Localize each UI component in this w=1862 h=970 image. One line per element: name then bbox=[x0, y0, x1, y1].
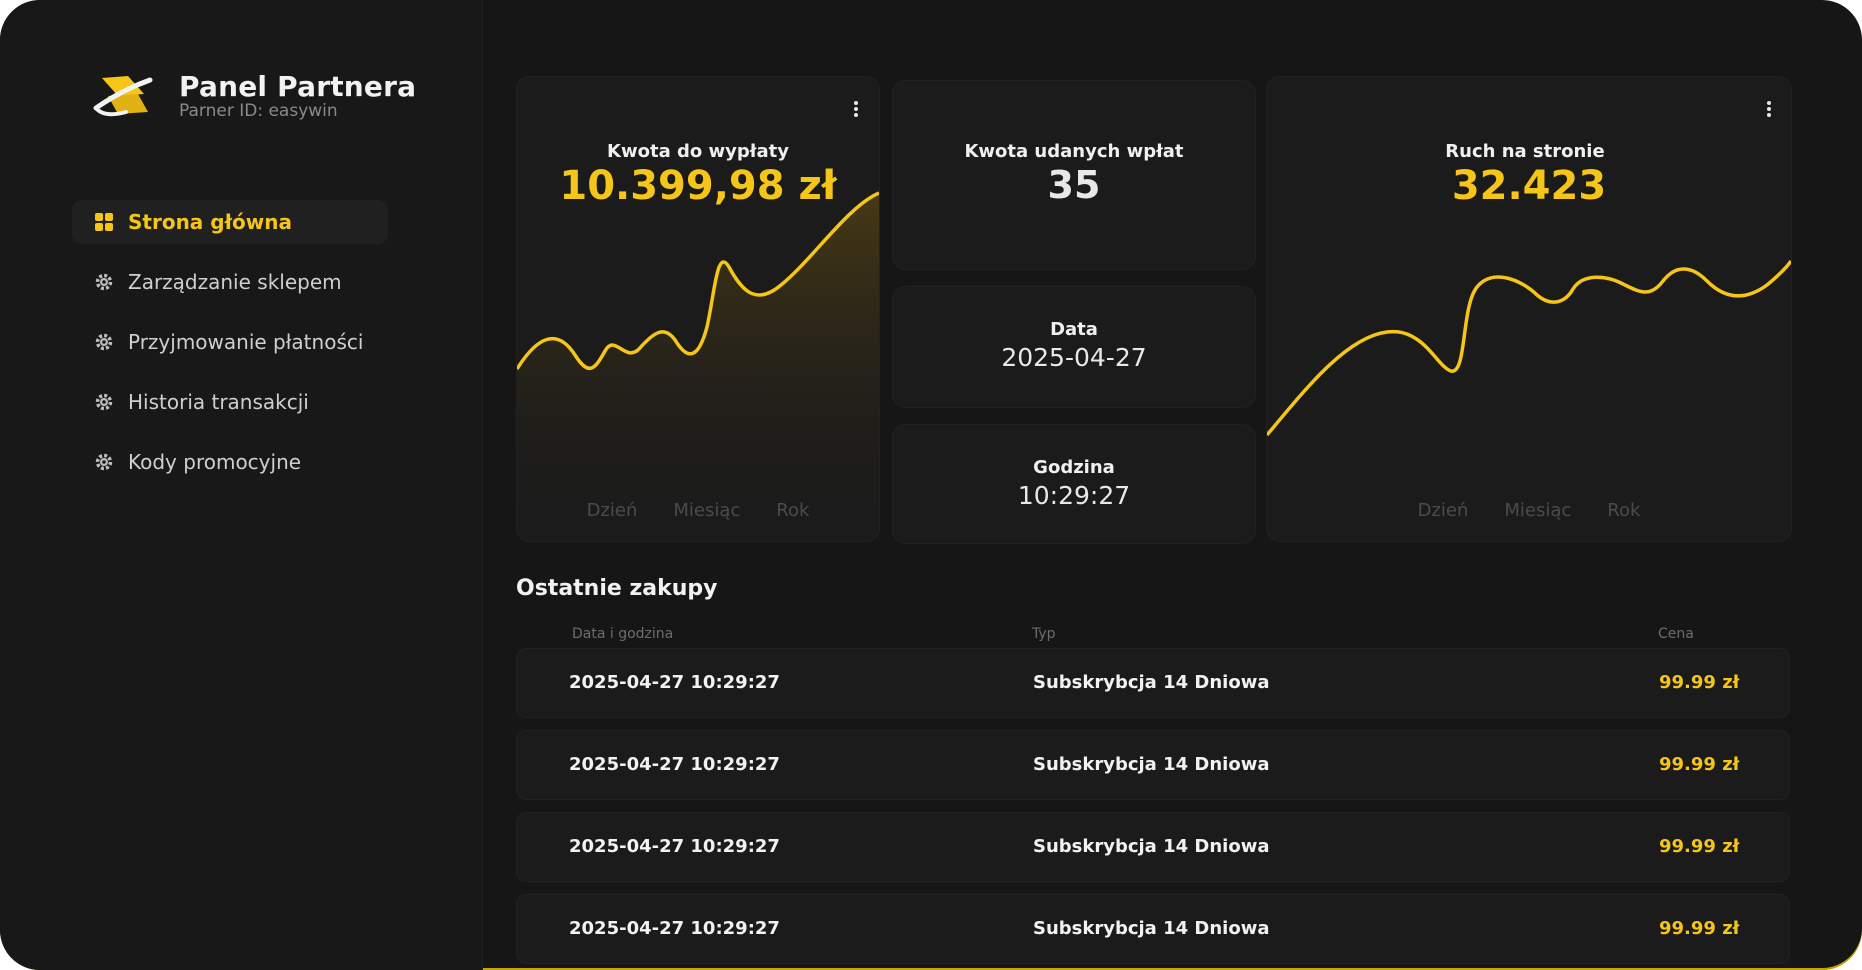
deposits-count: 35 bbox=[1047, 163, 1101, 207]
sidebar-item-label: Strona główna bbox=[128, 210, 292, 234]
tab-day[interactable]: Dzień bbox=[1417, 500, 1469, 521]
time-card: Godzina 10:29:27 bbox=[892, 424, 1256, 544]
cell-datetime: 2025-04-27 10:29:27 bbox=[569, 754, 780, 775]
tab-month[interactable]: Miesiąc bbox=[1504, 500, 1572, 521]
more-options-icon[interactable] bbox=[1766, 101, 1772, 121]
sidebar-nav: Strona główna Zarządzanie sklepem Przyjm… bbox=[72, 200, 388, 500]
sidebar-item-home[interactable]: Strona główna bbox=[72, 200, 388, 244]
card-title: Godzina bbox=[1033, 457, 1115, 478]
grid-icon bbox=[94, 212, 114, 232]
sidebar-item-payments[interactable]: Przyjmowanie płatności bbox=[72, 320, 388, 364]
traffic-card: Ruch na stronie 32.423 Dzień Miesiąc Rok bbox=[1266, 76, 1792, 542]
cell-type: Subskrybcja 14 Dniowa bbox=[1033, 918, 1270, 939]
card-title: Data bbox=[1050, 319, 1098, 340]
traffic-trend-graph bbox=[1267, 259, 1791, 437]
payout-amount: 10.399,98 zł bbox=[559, 163, 837, 209]
cell-type: Subskrybcja 14 Dniowa bbox=[1033, 672, 1270, 693]
card-title: Kwota udanych wpłat bbox=[964, 141, 1184, 162]
gear-icon bbox=[94, 392, 114, 412]
column-header-datetime: Data i godzina bbox=[572, 626, 674, 642]
table-row[interactable]: 2025-04-27 10:29:27 Subskrybcja 14 Dniow… bbox=[516, 812, 1790, 882]
cell-price: 99.99 zł bbox=[1659, 672, 1740, 693]
payout-card: Kwota do wypłaty 10.399,98 zł Dzień Mies… bbox=[516, 76, 880, 542]
gear-icon bbox=[94, 272, 114, 292]
sidebar-item-label: Zarządzanie sklepem bbox=[128, 270, 342, 294]
sidebar: Panel Partnera Parner ID: easywin Strona… bbox=[0, 0, 483, 970]
date-value: 2025-04-27 bbox=[1001, 343, 1147, 372]
gear-icon bbox=[94, 452, 114, 472]
cell-datetime: 2025-04-27 10:29:27 bbox=[569, 672, 780, 693]
date-card: Data 2025-04-27 bbox=[892, 286, 1256, 408]
brand-title: Panel Partnera bbox=[179, 70, 417, 103]
tab-day[interactable]: Dzień bbox=[586, 500, 638, 521]
sidebar-item-label: Przyjmowanie płatności bbox=[128, 330, 364, 354]
partner-id: Parner ID: easywin bbox=[179, 101, 338, 121]
more-options-icon[interactable] bbox=[853, 101, 859, 121]
table-row[interactable]: 2025-04-27 10:29:27 Subskrybcja 14 Dniow… bbox=[516, 730, 1790, 800]
section-title: Ostatnie zakupy bbox=[516, 576, 718, 601]
gear-icon bbox=[94, 332, 114, 352]
payout-trend-graph bbox=[517, 191, 879, 541]
cell-type: Subskrybcja 14 Dniowa bbox=[1033, 754, 1270, 775]
sidebar-item-label: Kody promocyjne bbox=[128, 450, 302, 474]
period-tabs: Dzień Miesiąc Rok bbox=[1267, 500, 1791, 521]
table-row[interactable]: 2025-04-27 10:29:27 Subskrybcja 14 Dniow… bbox=[516, 648, 1790, 718]
cell-price: 99.99 zł bbox=[1659, 754, 1740, 775]
tab-year[interactable]: Rok bbox=[776, 500, 810, 521]
time-value: 10:29:27 bbox=[1017, 481, 1131, 510]
cell-price: 99.99 zł bbox=[1659, 836, 1740, 857]
card-title: Kwota do wypłaty bbox=[607, 141, 789, 162]
brand-logo-icon bbox=[92, 72, 154, 124]
sidebar-item-history[interactable]: Historia transakcji bbox=[72, 380, 388, 424]
column-header-price: Cena bbox=[1658, 626, 1694, 642]
deposits-card: Kwota udanych wpłat 35 bbox=[892, 80, 1256, 270]
column-header-type: Typ bbox=[1032, 626, 1056, 642]
traffic-count: 32.423 bbox=[1451, 163, 1607, 209]
sidebar-item-store[interactable]: Zarządzanie sklepem bbox=[72, 260, 388, 304]
sidebar-item-label: Historia transakcji bbox=[128, 390, 309, 414]
table-row[interactable]: 2025-04-27 10:29:27 Subskrybcja 14 Dniow… bbox=[516, 894, 1790, 964]
cell-price: 99.99 zł bbox=[1659, 918, 1740, 939]
period-tabs: Dzień Miesiąc Rok bbox=[517, 500, 879, 521]
tab-month[interactable]: Miesiąc bbox=[673, 500, 741, 521]
sidebar-item-promo-codes[interactable]: Kody promocyjne bbox=[72, 440, 388, 484]
cell-type: Subskrybcja 14 Dniowa bbox=[1033, 836, 1270, 857]
tab-year[interactable]: Rok bbox=[1607, 500, 1641, 521]
card-title: Ruch na stronie bbox=[1445, 141, 1605, 162]
cell-datetime: 2025-04-27 10:29:27 bbox=[569, 836, 780, 857]
cell-datetime: 2025-04-27 10:29:27 bbox=[569, 918, 780, 939]
